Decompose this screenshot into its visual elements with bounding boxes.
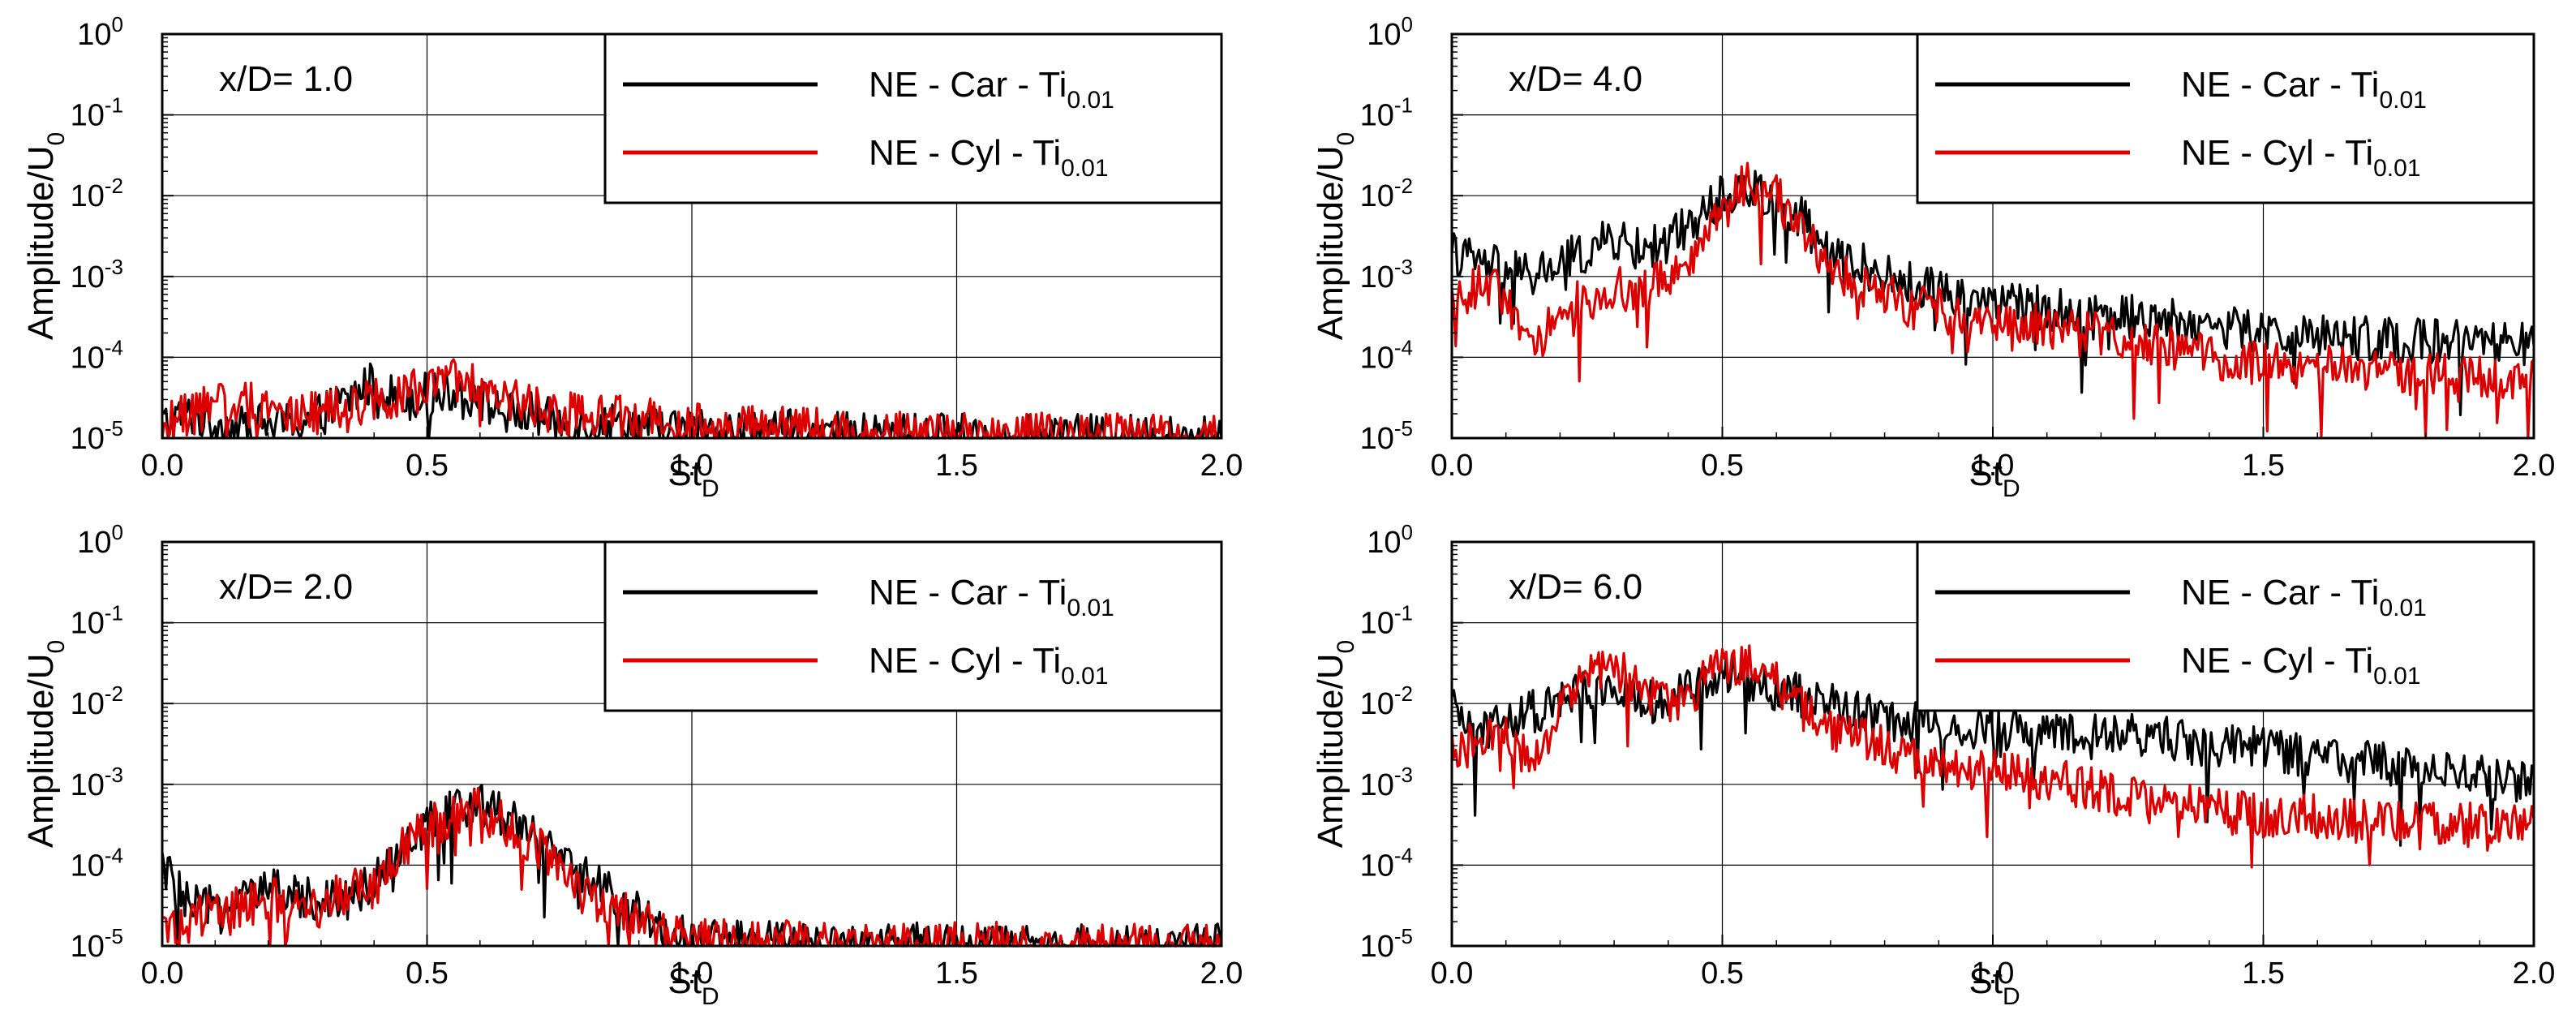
x-tick-label: 2.0 (1200, 449, 1243, 483)
x-tick-label: 1.0 (671, 449, 714, 483)
x-tick-label: 2.0 (1200, 956, 1243, 991)
x-tick-label: 0.0 (1431, 449, 1474, 483)
series-line-car (1450, 170, 2535, 417)
chart-panel-4: 0.0 0.5 1.0 1.5 2.0 10-5 10-4 10-3 10-2 10-1 100 St… (1311, 520, 2555, 1010)
y-tick-label: 100 (77, 520, 123, 560)
legend-label: NE - Cyl - Ti0.01 (2181, 133, 2421, 182)
chart-panel-1: 0.0 0.5 1.0 1.5 2.0 10-5 10-4 10-3 10-2 10-1 100 St… (21, 12, 1243, 502)
legend-box (603, 540, 1223, 712)
panel-annotation: x/D= 2.0 (219, 567, 353, 607)
y-tick-label: 10-1 (71, 93, 123, 133)
legend-label: NE - Car - Ti0.01 (869, 65, 1114, 114)
series-line-cyl (1450, 161, 2535, 440)
x-axis-label: StD (1968, 454, 2020, 502)
series-line-cyl (161, 786, 1223, 948)
y-axis-label: Amplitude/U0 (21, 640, 70, 848)
y-tick-label: 10-5 (71, 924, 123, 964)
panel-annotation: x/D= 1.0 (219, 59, 353, 99)
x-tick-label: 0.5 (1701, 956, 1744, 991)
legend-label: NE - Cyl - Ti0.01 (869, 641, 1109, 690)
y-tick-label: 10-4 (1360, 843, 1413, 883)
y-tick-label: 10-5 (1360, 924, 1413, 964)
x-axis-label: StD (668, 454, 719, 502)
panel-annotation: x/D= 6.0 (1509, 567, 1642, 607)
y-axis-label: Amplitude/U0 (1311, 640, 1359, 848)
x-tick-label: 0.0 (141, 449, 184, 483)
chart-panel-3: 0.0 0.5 1.0 1.5 2.0 10-5 10-4 10-3 10-2 10-1 100 St… (21, 520, 1243, 1010)
y-tick-label: 10-2 (71, 174, 123, 213)
x-tick-label: 0.5 (406, 449, 449, 483)
y-tick-label: 10-1 (1360, 93, 1413, 133)
x-tick-label: 0.0 (141, 956, 184, 991)
y-tick-label: 10-2 (71, 681, 123, 721)
x-tick-label: 2.0 (2513, 449, 2556, 483)
series-line-cyl (1450, 644, 2535, 869)
y-tick-label: 10-1 (1360, 601, 1413, 641)
legend-label: NE - Cyl - Ti0.01 (869, 133, 1109, 182)
y-tick-label: 10-3 (1360, 255, 1413, 294)
x-tick-label: 0.5 (1701, 449, 1744, 483)
y-tick-label: 10-4 (71, 843, 123, 883)
x-tick-label: 0.5 (406, 956, 449, 991)
legend-label: NE - Car - Ti0.01 (2181, 65, 2427, 114)
panel-annotation: x/D= 4.0 (1509, 59, 1642, 99)
legend-box (1916, 32, 2535, 204)
x-tick-label: 1.5 (935, 956, 978, 991)
x-tick-label: 1.5 (2242, 449, 2285, 483)
y-tick-label: 10-3 (71, 763, 123, 802)
y-tick-label: 100 (1367, 12, 1413, 52)
y-tick-label: 10-5 (71, 416, 123, 456)
x-tick-label: 1.0 (1972, 449, 2015, 483)
y-tick-label: 10-2 (1360, 174, 1413, 213)
y-tick-label: 10-4 (71, 335, 123, 375)
legend-label: NE - Car - Ti0.01 (869, 573, 1114, 621)
x-tick-label: 1.5 (2242, 956, 2285, 991)
x-axis-label: StD (668, 961, 719, 1010)
y-axis-label: Amplitude/U0 (1311, 132, 1359, 340)
x-tick-label: 1.0 (1972, 956, 2015, 991)
legend-box (603, 32, 1223, 204)
x-tick-label: 0.0 (1431, 956, 1474, 991)
chart-panel-2: 0.0 0.5 1.0 1.5 2.0 10-5 10-4 10-3 10-2 10-1 100 St… (1311, 12, 2555, 502)
y-axis-label: Amplitude/U0 (21, 132, 70, 340)
y-tick-label: 10-3 (1360, 763, 1413, 802)
y-tick-label: 100 (77, 12, 123, 52)
y-tick-label: 100 (1367, 520, 1413, 560)
x-tick-label: 1.0 (671, 956, 714, 991)
legend-box (1916, 540, 2535, 712)
y-tick-label: 10-4 (1360, 335, 1413, 375)
y-tick-label: 10-5 (1360, 416, 1413, 456)
legend-label: NE - Car - Ti0.01 (2181, 573, 2427, 621)
x-tick-label: 2.0 (2513, 956, 2556, 991)
y-tick-label: 10-1 (71, 601, 123, 641)
y-tick-label: 10-3 (71, 255, 123, 294)
x-axis-label: StD (1968, 961, 2020, 1010)
x-tick-label: 1.5 (935, 449, 978, 483)
y-tick-label: 10-2 (1360, 681, 1413, 721)
legend-label: NE - Cyl - Ti0.01 (2181, 641, 2421, 690)
